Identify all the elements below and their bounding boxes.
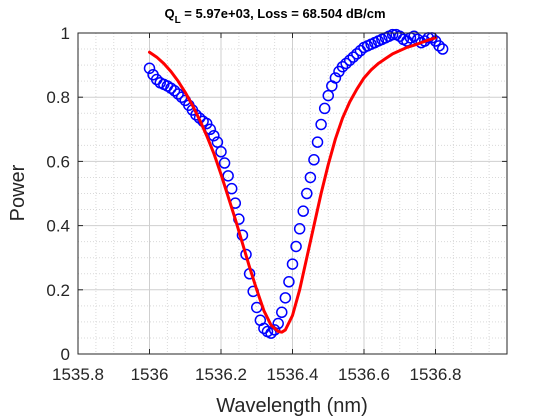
fit-curve	[148, 36, 437, 334]
measured-points	[143, 28, 449, 339]
data-point	[283, 276, 295, 288]
plot-area	[77, 28, 508, 355]
data-point	[218, 157, 231, 169]
x-tick-labels: 1535.8 1536 1536.2 1536.4 1536.6 1536.8	[52, 365, 462, 384]
y-axis-label: Power	[7, 164, 29, 221]
data-point	[286, 258, 299, 270]
data-point	[308, 154, 320, 166]
data-point	[297, 205, 309, 217]
x-tick-label: 1536.2	[195, 365, 247, 384]
data-point	[265, 327, 277, 339]
data-point	[268, 324, 281, 336]
data-point	[222, 170, 234, 182]
data-point	[211, 136, 224, 148]
data-point	[322, 89, 334, 102]
y-tick-label: 1	[61, 24, 70, 43]
chart-title-rest: = 5.97e+03, Loss = 68.504 dB/cm	[181, 6, 386, 21]
data-point	[340, 57, 352, 70]
data-point	[436, 43, 449, 55]
data-point	[293, 223, 306, 235]
data-point	[315, 118, 327, 131]
data-point	[351, 48, 363, 60]
data-point	[347, 51, 360, 63]
data-point	[276, 306, 288, 319]
data-point	[311, 136, 324, 148]
data-point	[343, 54, 356, 67]
tick-marks	[77, 32, 507, 355]
data-point	[215, 146, 227, 158]
data-point	[304, 171, 317, 184]
data-point	[386, 28, 399, 41]
y-tick-label: 0.2	[46, 281, 70, 300]
chart-title-main: Q	[164, 6, 174, 21]
x-axis-label: Wavelength (nm)	[216, 395, 368, 417]
data-point	[168, 85, 181, 97]
y-tick-labels: 0 0.2 0.4 0.6 0.8 1	[46, 24, 70, 364]
data-point	[208, 129, 220, 142]
data-point	[329, 72, 342, 84]
data-point	[272, 317, 284, 330]
data-point	[336, 60, 349, 73]
x-tick-label: 1536.4	[267, 365, 319, 384]
data-point	[318, 102, 331, 115]
y-tick-label: 0	[61, 345, 70, 364]
data-point	[290, 240, 302, 253]
fit-curve-group	[148, 36, 437, 334]
data-point	[433, 40, 445, 52]
chart-title: QL = 5.97e+03, Loss = 68.504 dB/cm	[164, 6, 385, 26]
x-tick-label: 1536.6	[338, 365, 390, 384]
chart-title-subscript: L	[175, 15, 181, 26]
x-tick-label: 1536	[131, 365, 169, 384]
x-tick-label: 1535.8	[52, 365, 104, 384]
data-point	[172, 88, 184, 100]
y-tick-label: 0.4	[46, 217, 70, 236]
x-tick-label: 1536.8	[410, 365, 462, 384]
y-tick-label: 0.8	[46, 88, 70, 107]
data-point	[301, 187, 313, 200]
data-point	[279, 292, 292, 304]
data-point	[408, 30, 420, 42]
y-tick-label: 0.6	[46, 152, 70, 171]
data-point	[143, 62, 156, 75]
